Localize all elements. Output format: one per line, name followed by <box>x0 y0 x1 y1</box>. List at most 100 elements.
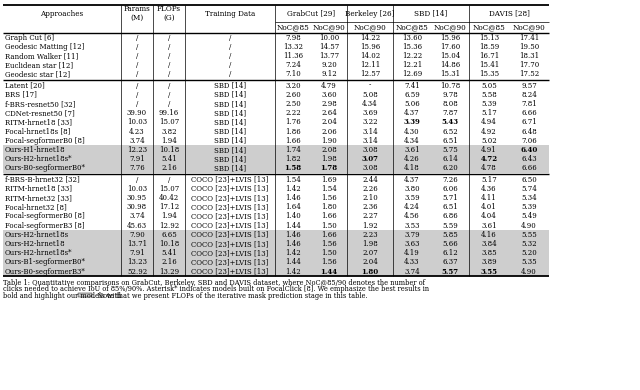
Bar <box>3 258 549 267</box>
Text: /: / <box>229 61 231 69</box>
Text: COCO [23]+LVIS [13]: COCO [23]+LVIS [13] <box>191 213 269 220</box>
Text: -: - <box>369 82 371 90</box>
Text: Focal-hrnet32 [8]: Focal-hrnet32 [8] <box>5 203 67 211</box>
Text: NoC@85: NoC@85 <box>396 23 428 32</box>
Text: 4.33: 4.33 <box>404 259 420 266</box>
Text: 4.18: 4.18 <box>404 165 420 172</box>
Text: 14.86: 14.86 <box>440 61 460 69</box>
Text: 1.46: 1.46 <box>285 231 301 239</box>
Text: 52.92: 52.92 <box>127 268 147 276</box>
Text: 8.24: 8.24 <box>521 91 537 99</box>
Text: 5.66: 5.66 <box>442 240 458 248</box>
Text: 17.52: 17.52 <box>519 71 539 78</box>
Text: /: / <box>229 34 231 42</box>
Text: 3.63: 3.63 <box>404 240 420 248</box>
Text: SBD [14]: SBD [14] <box>214 146 246 154</box>
Text: 5.05: 5.05 <box>481 82 497 90</box>
Text: Ours-H2-hrnet18s: Ours-H2-hrnet18s <box>5 231 69 239</box>
Text: /: / <box>168 43 170 51</box>
Text: /: / <box>136 52 138 60</box>
Text: 2.16: 2.16 <box>161 259 177 266</box>
Text: Ours-H1-hrnet18: Ours-H1-hrnet18 <box>5 146 66 154</box>
Text: 4.37: 4.37 <box>404 109 420 117</box>
Text: 6.66: 6.66 <box>521 109 537 117</box>
Text: 1.44: 1.44 <box>285 259 301 266</box>
Text: Focal-segformerB3 [8]: Focal-segformerB3 [8] <box>5 222 84 230</box>
Text: 15.07: 15.07 <box>159 119 179 126</box>
Text: SBD [14]: SBD [14] <box>214 165 246 172</box>
Text: 15.35: 15.35 <box>479 71 499 78</box>
Text: 4.11: 4.11 <box>481 194 497 202</box>
Text: 2.16: 2.16 <box>161 165 177 172</box>
Text: 7.91: 7.91 <box>129 249 145 257</box>
Text: 10.18: 10.18 <box>159 240 179 248</box>
Text: 4.34: 4.34 <box>362 100 378 108</box>
Text: 5.17: 5.17 <box>481 176 497 184</box>
Text: 1.69: 1.69 <box>321 176 337 184</box>
Text: 1.64: 1.64 <box>285 203 301 211</box>
Text: BRS [17]: BRS [17] <box>5 91 37 99</box>
Text: 6.52: 6.52 <box>442 128 458 136</box>
Text: 5.35: 5.35 <box>521 259 537 266</box>
Text: f-BRS-B-hrnet32 [32]: f-BRS-B-hrnet32 [32] <box>5 176 80 184</box>
Text: 7.76: 7.76 <box>129 165 145 172</box>
Text: 4.78: 4.78 <box>481 165 497 172</box>
Text: 4.26: 4.26 <box>404 155 420 163</box>
Text: /: / <box>168 34 170 42</box>
Text: /: / <box>168 176 170 184</box>
Text: 10.03: 10.03 <box>127 119 147 126</box>
Text: 15.07: 15.07 <box>159 185 179 193</box>
Bar <box>3 248 549 258</box>
Text: /: / <box>168 52 170 60</box>
Text: 4.36: 4.36 <box>481 185 497 193</box>
Text: COCO [23]+LVIS [13]: COCO [23]+LVIS [13] <box>191 231 269 239</box>
Text: 9.20: 9.20 <box>321 61 337 69</box>
Text: 14.57: 14.57 <box>319 43 339 51</box>
Text: 6.51: 6.51 <box>442 137 458 145</box>
Text: /: / <box>168 82 170 90</box>
Text: 45.63: 45.63 <box>127 222 147 230</box>
Text: 4.16: 4.16 <box>481 231 497 239</box>
Text: 1.92: 1.92 <box>362 222 378 230</box>
Text: 4.34: 4.34 <box>404 137 420 145</box>
Text: Geodesic star [12]: Geodesic star [12] <box>5 71 70 78</box>
Text: 2.23: 2.23 <box>362 231 378 239</box>
Text: 1.42: 1.42 <box>285 268 301 276</box>
Text: 6.71: 6.71 <box>521 119 537 126</box>
Text: 9.78: 9.78 <box>442 91 458 99</box>
Text: /: / <box>136 82 138 90</box>
Text: Ours-H2-hrnet18s*: Ours-H2-hrnet18s* <box>5 249 72 257</box>
Text: 3.60: 3.60 <box>321 91 337 99</box>
Text: /: / <box>136 34 138 42</box>
Text: 3.82: 3.82 <box>161 128 177 136</box>
Text: 7.24: 7.24 <box>285 61 301 69</box>
Text: 2.27: 2.27 <box>362 213 378 220</box>
Text: 5.41: 5.41 <box>161 155 177 163</box>
Text: 1.66: 1.66 <box>321 231 337 239</box>
Text: 17.60: 17.60 <box>440 43 460 51</box>
Text: 11.36: 11.36 <box>283 52 303 60</box>
Text: 10.00: 10.00 <box>319 34 339 42</box>
Text: NoC@90: NoC@90 <box>434 23 467 32</box>
Text: 5.75: 5.75 <box>442 146 458 154</box>
Text: Approaches: Approaches <box>40 9 84 18</box>
Text: SBD [14]: SBD [14] <box>214 137 246 145</box>
Text: /: / <box>168 91 170 99</box>
Text: 16.71: 16.71 <box>479 52 499 60</box>
Text: 5.39: 5.39 <box>481 100 497 108</box>
Text: /: / <box>136 43 138 51</box>
Text: 9.12: 9.12 <box>321 71 337 78</box>
Text: SBD [14]: SBD [14] <box>214 82 246 90</box>
Text: 1.78: 1.78 <box>321 165 337 172</box>
Text: NoC@90: NoC@90 <box>513 23 545 32</box>
Text: 18.59: 18.59 <box>479 43 499 51</box>
Bar <box>3 267 549 276</box>
Text: COCO [23]+LVIS [13]: COCO [23]+LVIS [13] <box>191 176 269 184</box>
Text: 1.74: 1.74 <box>285 146 301 154</box>
Text: 1.44: 1.44 <box>321 268 337 276</box>
Text: 2.44: 2.44 <box>362 176 378 184</box>
Text: 13.32: 13.32 <box>283 43 303 51</box>
Text: /: / <box>136 71 138 78</box>
Text: 5.58: 5.58 <box>481 91 497 99</box>
Text: Ours-B0-segformerB0*: Ours-B0-segformerB0* <box>5 165 86 172</box>
